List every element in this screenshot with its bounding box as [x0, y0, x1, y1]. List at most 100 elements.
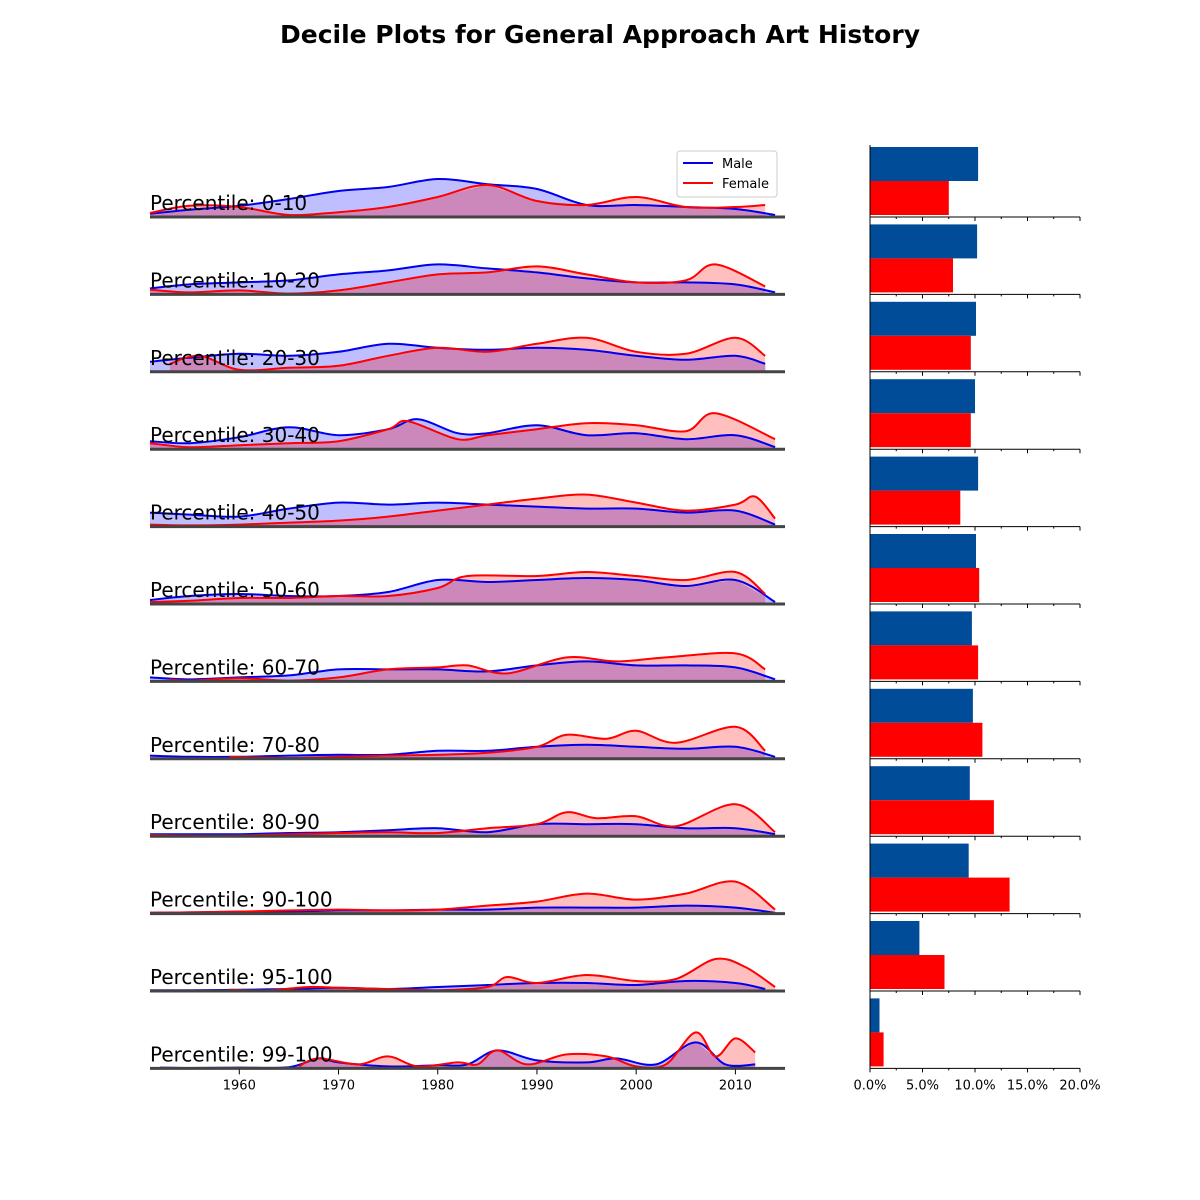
- x-axis: 1960 1970 1980 1990 2000 2010: [223, 1069, 752, 1093]
- male-bar: [870, 301, 976, 336]
- overlap-density-area: [150, 504, 776, 527]
- row-label: Percentile: 95-100: [150, 965, 333, 989]
- bar-row: [869, 998, 1081, 1073]
- overlap-density-area: [150, 269, 766, 295]
- female-bar: [870, 645, 979, 680]
- male-bar: [870, 224, 978, 259]
- row-label: Percentile: 20-30: [150, 346, 320, 370]
- ridge-row: Percentile: 30-40: [149, 412, 785, 451]
- female-bar: [870, 568, 980, 602]
- male-bar: [870, 921, 920, 955]
- row-label: Percentile: 40-50: [150, 501, 320, 525]
- overlap-density-area: [298, 1042, 756, 1069]
- female-density-line: [149, 493, 776, 527]
- bar-axis: 0.0% 5.0% 10.0% 15.0% 20.0%: [853, 145, 1101, 1093]
- ridge-row: Percentile: 99-100: [150, 1031, 785, 1070]
- bar-row: [869, 611, 1081, 686]
- bar-panel: [869, 147, 1081, 1073]
- bar-row: [869, 224, 1081, 299]
- ridge-row: Percentile: 0-10: [149, 177, 785, 219]
- female-density-line: [149, 183, 766, 217]
- female-bar: [870, 413, 971, 448]
- male-density-line: [149, 660, 776, 681]
- row-label: Percentile: 90-100: [150, 888, 333, 912]
- female-density-line: [169, 336, 766, 372]
- x-tick-label: 2000: [620, 1078, 653, 1093]
- row-label: Percentile: 80-90: [150, 810, 320, 834]
- male-bar: [870, 998, 880, 1033]
- bar-row: [869, 766, 1081, 841]
- row-label: Percentile: 10-20: [150, 268, 320, 292]
- male-density-line: [149, 501, 776, 526]
- female-density-line: [298, 1031, 756, 1070]
- female-bar: [870, 490, 961, 525]
- female-density-area: [229, 958, 776, 991]
- female-bar: [870, 335, 971, 370]
- legend-male-label: Male: [722, 157, 753, 172]
- x-tick-label: 1980: [421, 1078, 454, 1093]
- female-density-area: [150, 881, 776, 914]
- row-label: Percentile: 70-80: [150, 733, 320, 757]
- bar-tick-label: 0.0%: [853, 1078, 886, 1093]
- bar-row: [869, 379, 1081, 454]
- ridge-row: Percentile: 40-50: [149, 493, 785, 529]
- female-density-line: [229, 725, 766, 760]
- ridge-row: Percentile: 50-60: [149, 570, 785, 606]
- row-label: Percentile: 50-60: [150, 578, 320, 602]
- male-bar: [870, 379, 975, 414]
- row-label: Percentile: 0-10: [150, 191, 307, 215]
- female-bar: [870, 258, 953, 293]
- row-label: Percentile: 99-100: [150, 1042, 333, 1066]
- ridge-row: Percentile: 70-80: [149, 725, 785, 761]
- bar-row: [869, 843, 1081, 918]
- bar-row: [869, 456, 1081, 531]
- ridge-row: Percentile: 90-100: [149, 880, 785, 916]
- bar-row: [869, 301, 1081, 376]
- female-bar: [870, 955, 945, 989]
- chart-title: Decile Plots for General Approach Art Hi…: [280, 20, 920, 49]
- bar-tick-label: 15.0%: [1007, 1078, 1048, 1093]
- bar-row: [869, 688, 1081, 763]
- male-bar: [870, 534, 976, 568]
- female-bar: [870, 181, 949, 215]
- x-tick-label: 2010: [719, 1078, 752, 1093]
- bar-tick-label: 20.0%: [1059, 1078, 1100, 1093]
- bar-row: [869, 921, 1081, 995]
- ridge-row: Percentile: 20-30: [149, 336, 785, 374]
- female-density-line: [149, 570, 766, 603]
- legend-female-label: Female: [722, 177, 769, 192]
- bar-row: [869, 147, 1081, 221]
- bar-tick-label: 10.0%: [954, 1078, 995, 1093]
- female-bar: [870, 877, 1010, 912]
- overlap-density-area: [150, 824, 776, 837]
- legend: Male Female: [676, 150, 778, 198]
- male-bar: [870, 147, 979, 181]
- male-bar: [870, 456, 979, 491]
- female-density-line: [149, 412, 776, 449]
- male-bar: [870, 688, 973, 723]
- row-label: Percentile: 30-40: [150, 423, 320, 447]
- female-density-line: [229, 957, 776, 992]
- female-bar: [870, 800, 994, 835]
- bar-row: [869, 534, 1081, 608]
- ridge-row: Percentile: 10-20: [149, 263, 785, 296]
- bar-tick-label: 5.0%: [906, 1078, 939, 1093]
- male-density-line: [149, 418, 776, 449]
- ridge-row: Percentile: 95-100: [149, 957, 785, 993]
- row-label: Percentile: 60-70: [150, 655, 320, 679]
- male-density-line: [149, 263, 776, 294]
- ridge-row: Percentile: 60-70: [149, 651, 785, 683]
- female-density-line: [149, 880, 776, 914]
- male-bar: [870, 611, 972, 646]
- male-bar: [870, 766, 970, 801]
- ridge-row: Percentile: 80-90: [149, 803, 785, 838]
- female-bar: [870, 1032, 884, 1067]
- male-density-line: [149, 576, 776, 603]
- overlap-density-area: [150, 184, 766, 217]
- female-density-line: [149, 263, 766, 295]
- x-tick-label: 1960: [223, 1078, 256, 1093]
- x-tick-label: 1990: [520, 1078, 553, 1093]
- female-bar: [870, 722, 983, 757]
- ridgeline-panel: Percentile: 0-10 Percentile: 10-20 Percent…: [149, 177, 785, 1070]
